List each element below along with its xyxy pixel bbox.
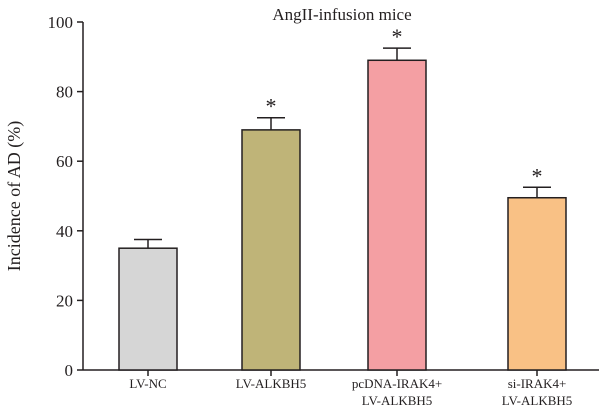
y-tick-label: 60 [56, 152, 73, 171]
y-tick-label: 0 [65, 361, 74, 380]
x-tick-label: LV-ALKBH5 [362, 393, 433, 408]
chart-title: AngII-infusion mice [272, 5, 411, 24]
y-tick-label: 80 [56, 83, 73, 102]
y-axis-label: Incidence of AD (%) [4, 121, 25, 271]
plot-area: 0 20 40 60 80 100 LV-NC LV-ALKBH5 * pcDNA-IRAK4+ L… [48, 13, 599, 408]
x-tick-label: LV-NC [129, 376, 166, 391]
bar [118, 247, 178, 371]
x-tick-label: LV-ALKBH5 [236, 376, 307, 391]
y-tick-label: 20 [56, 291, 73, 310]
bar [241, 129, 301, 371]
bar [507, 196, 567, 371]
x-tick-label: pcDNA-IRAK4+ [352, 376, 442, 391]
significance-marker: * [532, 163, 543, 188]
x-tick-label: LV-ALKBH5 [502, 393, 573, 408]
y-tick-label: 40 [56, 222, 73, 241]
bar [367, 59, 427, 371]
significance-marker: * [392, 24, 403, 49]
y-tick-label: 100 [48, 13, 74, 32]
significance-marker: * [266, 94, 277, 119]
x-tick-label: si-IRAK4+ [508, 376, 567, 391]
